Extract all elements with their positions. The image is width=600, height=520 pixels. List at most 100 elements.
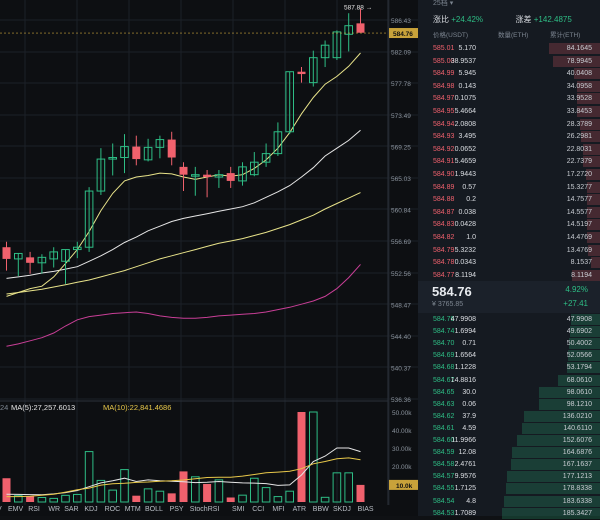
volume-bar-up	[214, 479, 224, 503]
last-price-box[interactable]: 584.76 ¥ 3765.85 4.92% +27.41	[418, 281, 600, 313]
indicator-tab[interactable]: KDJ	[84, 506, 98, 513]
ask-row[interactable]: 584.89 0.57 15.3277	[418, 181, 600, 194]
ask-amount: 0.0343	[454, 259, 476, 267]
order-book-panel	[418, 0, 600, 516]
indicator-tab[interactable]: EMV	[8, 506, 24, 513]
indicator-tab[interactable]: SKDJ	[333, 506, 351, 513]
ask-price: 584.95	[433, 108, 455, 115]
bid-row[interactable]: 584.65 30.0 98.0610	[418, 386, 600, 399]
bid-row[interactable]: 584.76 47.9908 47.9908	[418, 313, 600, 326]
volume-bar-up	[14, 495, 23, 503]
ask-amount: 5.4664	[454, 108, 476, 115]
ask-row[interactable]: 584.78 0.0343 8.1537	[418, 256, 600, 269]
candle-body-up	[250, 161, 259, 176]
ask-row[interactable]: 585.00 38.9537 78.9945	[418, 55, 600, 68]
ask-row[interactable]: 584.82 1.0 14.4769	[418, 231, 600, 244]
bid-row[interactable]: 584.62 37.9 136.0210	[418, 410, 600, 423]
indicator-tab[interactable]: PSY	[169, 506, 184, 513]
bid-row[interactable]: 584.59 12.08 164.6876	[418, 446, 600, 459]
bid-row[interactable]: 584.63 0.06 98.1210	[418, 398, 600, 411]
ask-row[interactable]: 584.97 0.1075 33.9528	[418, 92, 600, 105]
ask-total: 22.8031	[566, 145, 592, 153]
indicator-tab[interactable]: BOLL	[145, 506, 163, 513]
bid-row[interactable]: 584.53 1.7089 185.3427	[418, 507, 600, 520]
price-tick-label: 544.40	[391, 334, 411, 341]
bid-price: 584.61	[433, 424, 455, 432]
volume-bar-down	[226, 497, 235, 502]
ask-row[interactable]: 584.87 0.038 14.5577	[418, 206, 600, 219]
ask-row[interactable]: 585.01 5.170 84.1645	[418, 42, 600, 55]
candle-body-down	[226, 173, 235, 181]
ask-row[interactable]: 584.88 0.2 14.7577	[418, 193, 600, 206]
volume-bar-down	[356, 484, 365, 502]
ask-row[interactable]: 584.94 2.0808 28.3789	[418, 118, 600, 131]
indicator-tab[interactable]: CCI	[252, 506, 265, 513]
ask-total: 33.8453	[566, 108, 592, 115]
ma-line-yellow-slow	[6, 192, 361, 295]
bid-row[interactable]: 584.54 4.8 183.6338	[418, 495, 600, 508]
indicator-tab[interactable]: BBW	[312, 506, 329, 513]
bid-price: 584.55	[433, 485, 455, 493]
indicator-tab[interactable]: MFI	[272, 506, 285, 513]
volume-tick-label: 40.00k	[392, 428, 412, 435]
candlestick-chart[interactable]: 586.43 582.09 577.78 573.49 569.25 565.03 560.…	[0, 0, 418, 516]
depth-bar	[502, 507, 600, 519]
bid-total: 177.1213	[562, 473, 592, 481]
bid-row[interactable]: 584.69 1.6564 52.0566	[418, 349, 600, 362]
bid-row[interactable]: 584.74 1.6994 49.6902	[418, 325, 600, 338]
bid-row[interactable]: 584.57 9.9576 177.1213	[418, 470, 600, 483]
ask-price: 584.94	[433, 120, 455, 128]
depth-level-dropdown[interactable]: 25档 ▾	[433, 0, 454, 7]
bid-row[interactable]: 584.70 0.71 50.4002	[418, 337, 600, 350]
ask-total: 78.9945	[566, 57, 592, 65]
ask-total: 14.5197	[566, 221, 592, 229]
bid-row[interactable]: 584.58 2.4761 167.1637	[418, 458, 600, 471]
indicator-tab[interactable]: WR	[48, 506, 61, 513]
ask-price: 584.97	[433, 95, 455, 103]
ask-row[interactable]: 584.98 0.143 34.0958	[418, 80, 600, 93]
bid-price: 584.67	[433, 376, 455, 384]
bid-row[interactable]: 584.67 14.8816 68.0610	[418, 374, 600, 387]
bid-amount: 30.0	[462, 388, 476, 396]
candle-body-up	[49, 251, 59, 260]
candle-body-up	[191, 174, 200, 177]
volume-bar-down	[167, 493, 176, 502]
indicator-tab[interactable]: RSI	[28, 506, 40, 513]
bid-amount: 47.9908	[450, 316, 476, 323]
kline-chart-panel[interactable]: 586.43 582.09 577.78 573.49 569.25 565.03 560.…	[0, 0, 418, 516]
indicator-tab[interactable]: SMI	[232, 506, 245, 513]
depth-bar	[586, 169, 600, 180]
bid-row[interactable]: 584.60 11.9966 152.6076	[418, 434, 600, 447]
bid-amount: 1.6994	[454, 328, 476, 336]
ask-row[interactable]: 584.91 5.4659 22.7379	[418, 155, 600, 168]
ask-row[interactable]: 584.92 0.0652 22.8031	[418, 143, 600, 156]
ask-row[interactable]: 584.95 5.4664 33.8453	[418, 105, 600, 118]
price-tick-label: 560.84	[391, 208, 411, 215]
indicator-tab[interactable]: ATR	[292, 506, 307, 513]
indicator-tab[interactable]: V	[0, 506, 2, 513]
ask-row[interactable]: 584.99 5.945 40.0408	[418, 67, 600, 80]
candle-body-down	[179, 166, 188, 175]
indicator-tab[interactable]: ROC	[104, 506, 121, 513]
volume-bar-up	[191, 476, 200, 503]
ask-price: 584.99	[433, 70, 455, 78]
indicator-tab[interactable]: StochRSI	[189, 506, 220, 513]
ask-price: 585.01	[433, 45, 455, 52]
ask-row[interactable]: 584.90 1.9443 17.2720	[418, 168, 600, 181]
ask-row[interactable]: 584.83 0.0428 14.5197	[418, 218, 600, 231]
bid-row[interactable]: 584.55 1.7125 178.8338	[418, 482, 600, 495]
indicator-tab[interactable]: BIAS	[357, 506, 374, 513]
bid-row[interactable]: 584.61 4.59 140.6110	[418, 422, 600, 435]
bid-total: 185.3427	[562, 509, 592, 517]
indicator-tab[interactable]: SAR	[64, 506, 79, 513]
bid-amount: 0.71	[462, 340, 476, 348]
bid-row[interactable]: 584.68 1.1228 53.1794	[418, 361, 600, 374]
ask-row[interactable]: 584.93 3.495 26.2981	[418, 130, 600, 143]
ask-total: 14.5577	[566, 208, 592, 216]
ask-row[interactable]: 584.79 5.3232 13.4769	[418, 244, 600, 257]
candle-body-down	[167, 139, 176, 158]
volume-bar-up	[61, 494, 70, 503]
depth-bar	[587, 232, 600, 243]
ask-row[interactable]: 584.77 8.1194 8.1194	[418, 269, 600, 282]
indicator-tab[interactable]: MTM	[124, 506, 141, 513]
